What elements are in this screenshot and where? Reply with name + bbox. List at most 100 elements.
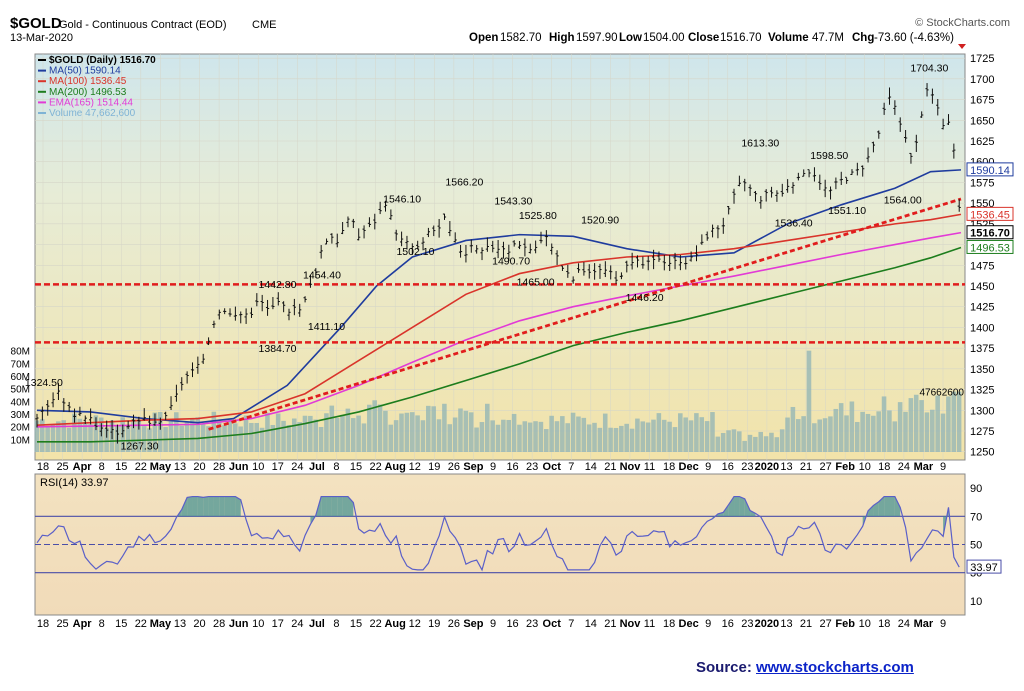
volume-bar: [844, 415, 849, 452]
volume-bar: [377, 404, 383, 452]
right-value-label: 1496.53: [966, 239, 1014, 254]
volume-bar: [517, 424, 522, 452]
volume-bar: [538, 421, 544, 452]
rsi-line: [36, 495, 960, 572]
x-tick: 28: [213, 618, 225, 630]
exchange: CME: [252, 19, 276, 31]
rsi-overbought-fill: [208, 496, 214, 517]
volume-bar: [801, 416, 806, 452]
rsi-overbought-fill: [321, 496, 327, 517]
volume-bar: [592, 422, 597, 452]
x-tick: 20: [193, 618, 205, 630]
volume-bar: [640, 421, 646, 452]
volume-bar: [742, 440, 747, 452]
price-tick: 1650: [970, 115, 994, 127]
volume-bar: [667, 421, 672, 452]
volume-bar: [61, 420, 66, 452]
rsi-overbought-fill: [331, 496, 338, 517]
provider-credit: © StockCharts.com: [915, 17, 1010, 29]
rsi-x-axis: 18 25 Apr 8 15 22 May 13 20 28 Jun 10 17 24 Jul 8 15 22 Au…: [37, 618, 946, 630]
x-tick: 9: [940, 618, 946, 630]
x-tick: Nov: [620, 461, 642, 473]
price-annotation: 1598.50: [810, 150, 848, 162]
volume-bar: [806, 350, 812, 452]
volume-bar: [854, 421, 860, 452]
volume-bar: [511, 413, 517, 452]
volume-bar: [661, 419, 667, 452]
volume-bar: [50, 424, 56, 452]
x-tick: 18: [37, 461, 49, 473]
volume-bar: [871, 415, 876, 452]
volume-bar: [924, 412, 930, 452]
volume-bar: [82, 421, 88, 452]
rsi-overbought-fill: [342, 496, 348, 517]
x-tick: Oct: [543, 461, 562, 473]
price-tick: 1275: [970, 426, 994, 438]
rsi-overbought-fill: [868, 505, 874, 517]
volume-bar: [527, 422, 533, 452]
volume-bar: [849, 401, 855, 452]
volume-bar: [881, 396, 887, 452]
volume-bar: [291, 418, 297, 452]
rsi-overbought-fill: [197, 496, 204, 517]
source-link[interactable]: www.stockcharts.com: [756, 659, 914, 676]
right-value-box: [966, 206, 1014, 221]
volume-bar: [956, 391, 962, 452]
volume-bar: [704, 421, 710, 452]
x-tick: 22: [135, 618, 147, 630]
x-tick: 26: [448, 618, 460, 630]
x-tick: 18: [878, 618, 890, 630]
rsi-tick: 70: [970, 511, 982, 523]
volume-bar: [270, 424, 276, 452]
volume-bar: [436, 419, 442, 452]
volume-bar: [919, 400, 924, 452]
price-tick: 1425: [970, 302, 994, 314]
volume-bar: [72, 413, 77, 452]
x-tick: 9: [490, 618, 496, 630]
volume-bar: [651, 419, 656, 452]
rsi-overbought-fill: [889, 496, 895, 517]
volume-bar: [753, 436, 758, 452]
volume-bar: [694, 413, 699, 452]
right-value-text: 1536.45: [970, 209, 1010, 221]
x-tick: 9: [705, 461, 711, 473]
right-value-box: [966, 162, 1014, 177]
volume-bar: [485, 403, 490, 452]
right-value-text: 1590.14: [970, 165, 1010, 177]
down-arrow-icon: [958, 44, 966, 49]
x-tick: 24: [898, 461, 910, 473]
rsi-overbought-fill: [213, 496, 220, 517]
right-value-label: 1536.45: [966, 206, 1014, 221]
x-tick: 11: [644, 461, 655, 473]
x-tick: 20: [193, 461, 205, 473]
x-tick: 10: [252, 618, 264, 630]
volume-bar: [629, 428, 635, 452]
price-tick: 1700: [970, 74, 994, 86]
volume-bar: [908, 398, 914, 452]
volume-bar: [951, 391, 957, 452]
x-tick: 9: [705, 618, 711, 630]
x-tick: 26: [448, 461, 460, 473]
volume-bar: [56, 421, 61, 452]
high-value: 1597.90: [576, 32, 618, 44]
volume-bar: [174, 412, 179, 452]
price-annotation: 1490.70: [492, 255, 530, 267]
ma-line: [37, 246, 962, 443]
x-tick: 23: [741, 461, 753, 473]
x-tick: Sep: [463, 618, 483, 630]
x-tick: 19: [428, 618, 440, 630]
volume-bar: [206, 426, 211, 452]
rsi-overbought-fill: [873, 501, 879, 517]
x-tick: 18: [663, 618, 675, 630]
price-tick: 1400: [970, 322, 994, 334]
x-tick: 23: [526, 618, 538, 630]
volume-bar: [420, 420, 426, 452]
price-tick: 1375: [970, 343, 994, 355]
rsi-overbought-fill: [219, 496, 225, 517]
price-annotation: 1267.30: [121, 440, 159, 452]
rsi-last-value: 33.97: [970, 562, 998, 574]
volume-bar: [184, 421, 190, 452]
x-tick: 24: [291, 461, 303, 473]
volume-bar: [946, 396, 951, 452]
x-tick: 23: [526, 461, 538, 473]
